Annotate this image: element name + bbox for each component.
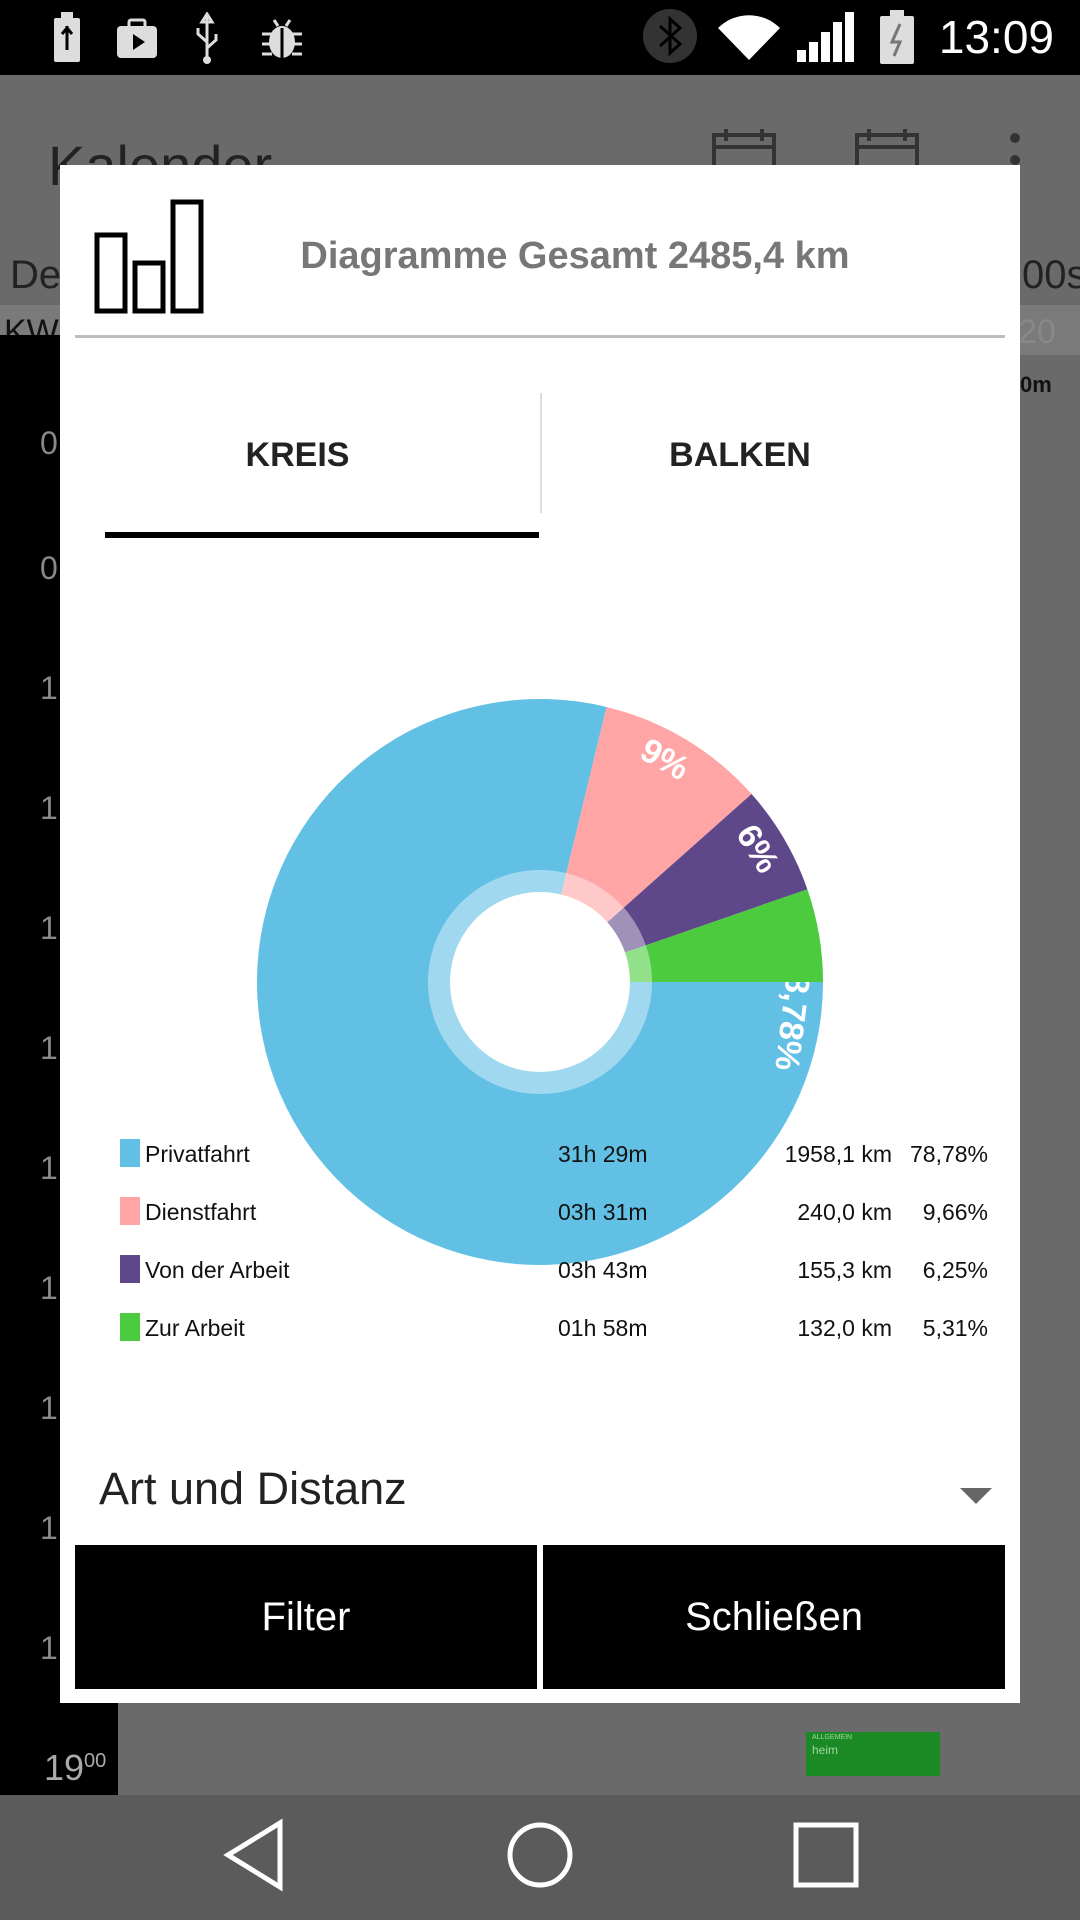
debug-bug-icon: [262, 19, 302, 58]
hour-label: 1: [40, 1150, 58, 1186]
legend-label: Privatfahrt: [145, 1141, 250, 1167]
close-button[interactable]: Schließen: [543, 1545, 1005, 1689]
legend-percent: 9,66%: [922, 1199, 988, 1225]
event-category: ALLGEMEIN: [812, 1734, 853, 1741]
time-right-text: 0m: [1020, 372, 1052, 397]
legend-swatch: [120, 1197, 140, 1225]
diagram-dialog: Diagramme Gesamt 2485,4 km KREIS BALKEN …: [60, 165, 1020, 1703]
dialog-title: Diagramme Gesamt 2485,4 km: [300, 235, 850, 277]
legend-label: Zur Arbeit: [145, 1315, 245, 1341]
hour-label: 1: [40, 1270, 58, 1306]
legend-distance: 132,0 km: [797, 1315, 892, 1341]
hour-label: 0: [40, 425, 58, 461]
legend-percent: 5,31%: [922, 1315, 988, 1341]
tab-divider: [540, 393, 542, 513]
signal-icon: [797, 12, 854, 62]
legend-distance: 155,3 km: [797, 1257, 892, 1283]
tab-selected-indicator: [105, 532, 539, 538]
hour-label: 1: [40, 1510, 58, 1546]
legend-time: 03h 31m: [558, 1199, 648, 1225]
tab-kreis[interactable]: KREIS: [245, 435, 350, 474]
day-row-right-text: 00s: [1022, 253, 1080, 297]
legend-distance: 1958,1 km: [784, 1141, 892, 1167]
back-icon[interactable]: [222, 1817, 286, 1893]
tab-balken[interactable]: BALKEN: [669, 435, 811, 474]
legend-time: 31h 29m: [558, 1141, 648, 1167]
legend-time: 01h 58m: [558, 1315, 648, 1341]
home-icon[interactable]: [505, 1817, 575, 1893]
legend-percent: 6,25%: [922, 1257, 988, 1283]
pie-chart: 78,78%9%6%: [257, 699, 823, 1265]
header-divider: [75, 335, 1005, 338]
event-label: heim: [812, 1743, 839, 1757]
status-bar: 13:09: [0, 0, 1080, 75]
navigation-bar: [0, 1795, 1080, 1920]
bluetooth-icon: [643, 9, 697, 63]
legend-label: Dienstfahrt: [145, 1199, 257, 1225]
calendar-event[interactable]: ALLGEMEIN heim: [806, 1732, 940, 1776]
hour-label: 1: [40, 670, 58, 706]
legend-swatch: [120, 1255, 140, 1283]
hour-label: 1: [40, 790, 58, 826]
wifi-icon: [718, 15, 780, 60]
hour-label-19-text: 19: [44, 1747, 85, 1788]
legend-label: Von der Arbeit: [145, 1257, 290, 1283]
day-row-left-text: De: [10, 253, 62, 297]
status-time: 13:09: [938, 11, 1054, 63]
hour-label-19: 1900: [44, 1747, 106, 1789]
hour-label: 0: [40, 550, 58, 586]
hour-label: 1: [40, 910, 58, 946]
hour-label: 1: [40, 1030, 58, 1066]
usb-icon: [196, 12, 218, 64]
youtube-icon: [117, 18, 157, 58]
legend-swatch: [120, 1313, 140, 1341]
hour-label: 1: [40, 1630, 58, 1666]
legend-percent: 78,78%: [909, 1141, 988, 1167]
legend-row: Dienstfahrt 03h 31m 240,0 km 9,66%: [60, 1193, 1020, 1243]
chart-mode-dropdown[interactable]: Art und Distanz: [60, 1435, 1020, 1535]
hour-label-19-sup: 00: [84, 1750, 107, 1772]
filter-button[interactable]: Filter: [75, 1545, 537, 1689]
hour-label: 1: [40, 1390, 58, 1426]
usb-battery-icon: [54, 12, 80, 62]
donut-hole: [450, 892, 630, 1072]
legend-row: Privatfahrt 31h 29m 1958,1 km 78,78%: [60, 1135, 1020, 1185]
chevron-down-icon: [960, 1488, 992, 1504]
bar-chart-icon: [94, 199, 204, 314]
dialog-header: Diagramme Gesamt 2485,4 km: [60, 165, 1020, 335]
battery-charging-icon: [880, 10, 914, 64]
legend-swatch: [120, 1139, 140, 1167]
legend-time: 03h 43m: [558, 1257, 648, 1283]
legend-distance: 240,0 km: [797, 1199, 892, 1225]
dropdown-selected-value: Art und Distanz: [99, 1463, 407, 1514]
kw-right-text: 20: [1018, 313, 1056, 351]
legend-row: Von der Arbeit 03h 43m 155,3 km 6,25%: [60, 1251, 1020, 1301]
recent-apps-icon[interactable]: [792, 1817, 860, 1893]
legend-row: Zur Arbeit 01h 58m 132,0 km 5,31%: [60, 1309, 1020, 1359]
